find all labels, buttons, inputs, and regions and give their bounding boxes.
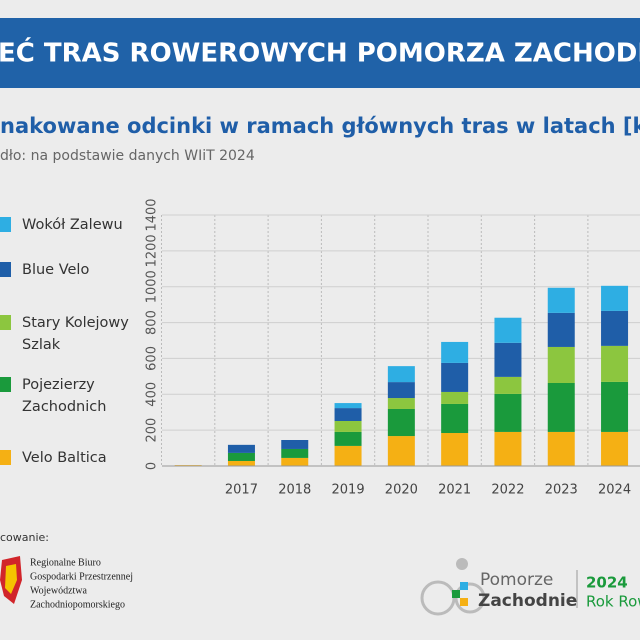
bar-segment [494, 317, 522, 343]
legend-label: Blue Velo [22, 262, 90, 278]
x-tick-label: 2024 [598, 483, 631, 498]
bar-segment [494, 393, 522, 432]
bar-segment [387, 436, 415, 466]
bar-segment [334, 403, 362, 409]
bar-segment [441, 433, 469, 466]
legend-swatch [0, 450, 11, 465]
bar-segment [334, 408, 362, 421]
y-tick-label: 1000 [145, 270, 160, 303]
y-tick-label: 600 [145, 346, 160, 371]
legend-label: Wokół Zalewu [22, 217, 123, 233]
bar-segment [387, 408, 415, 437]
bar-segment [227, 460, 255, 466]
legend-label: Stary Kolejowy Szlak [22, 315, 129, 353]
bike-wheel [420, 580, 456, 616]
x-tick-label: 2023 [545, 483, 578, 498]
legend-swatch [0, 315, 11, 330]
emblem-inner [5, 564, 17, 594]
bar-segment [601, 431, 629, 466]
y-tick-label: 1200 [145, 234, 160, 267]
bar-segment [227, 444, 255, 453]
legend-label: Velo Baltica [22, 450, 107, 466]
chart-subtitle: nakowane odcinki w ramach głównych tras … [0, 114, 640, 138]
bar-segment [601, 345, 629, 382]
y-tick-label: 0 [145, 462, 160, 470]
bar-segment [334, 431, 362, 446]
brand: Pomorze [480, 570, 553, 590]
title-banner [0, 18, 640, 88]
office-line: Województwa [30, 585, 88, 596]
bar-segment [334, 420, 362, 432]
bar-segment [441, 391, 469, 404]
year: 2024 [586, 574, 628, 592]
x-tick-label: 2020 [385, 483, 418, 498]
legend-item: Pojezierzy Zachodnich [0, 374, 142, 418]
x-tick-label: 2021 [438, 483, 471, 498]
legend-item: Velo Baltica [0, 447, 142, 469]
legend-label: Pojezierzy Zachodnich [22, 377, 107, 415]
bike-head [456, 558, 468, 570]
x-tick-label: 2017 [225, 483, 258, 498]
bar-segment [494, 342, 522, 377]
bar-segment [441, 341, 469, 363]
bar-segment [387, 382, 415, 399]
logo-pixel [460, 582, 468, 590]
bar-segment [281, 457, 309, 466]
bar-segment [547, 312, 575, 347]
y-tick-label: 400 [145, 382, 160, 407]
bar-segment [441, 403, 469, 434]
legend-item: Stary Kolejowy Szlak [0, 312, 142, 356]
bar-segment [227, 452, 255, 461]
bar-segment [494, 431, 522, 466]
office-line: Regionalne Biuro [30, 557, 101, 568]
legend-item: Blue Velo [0, 259, 142, 281]
y-tick-label: 800 [145, 310, 160, 335]
bar-segment [547, 382, 575, 432]
y-tick-label: 200 [145, 418, 160, 443]
legend-swatch [0, 262, 11, 277]
chart-title: EĆ TRAS ROWEROWYCH POMORZA ZACHODNIEGO [0, 37, 640, 69]
legend-item: Wokół Zalewu [0, 214, 142, 236]
credit: cowanie: [0, 531, 49, 544]
bar-segment [334, 445, 362, 466]
chart-source: dło: na podstawie danych WIiT 2024 [0, 148, 255, 164]
brand: Zachodnie [478, 591, 577, 611]
x-tick-label: 2019 [332, 483, 365, 498]
x-tick-label: 2022 [491, 483, 524, 498]
logo-pixel [452, 590, 460, 598]
bar-segment [281, 448, 309, 458]
x-tick-label: 2018 [278, 483, 311, 498]
bar-segment [547, 287, 575, 313]
bar-segment [547, 346, 575, 383]
bar-segment [494, 376, 522, 394]
logo-pixel [460, 598, 468, 606]
office-line: Gospodarki Przestrzennej [30, 571, 133, 582]
bar-segment [387, 398, 415, 409]
slogan: Rok Rowe [586, 593, 640, 611]
bar-segment [441, 362, 469, 392]
bar-segment [281, 440, 309, 449]
y-tick-label: 1400 [145, 198, 160, 231]
bar-segment [601, 381, 629, 432]
legend-swatch [0, 377, 11, 392]
bar-segment [387, 366, 415, 383]
bar-segment [547, 431, 575, 466]
office-line: Zachodniopomorskiego [30, 599, 125, 610]
bar-segment [601, 310, 629, 346]
legend-swatch [0, 217, 11, 232]
bar-segment [601, 285, 629, 311]
